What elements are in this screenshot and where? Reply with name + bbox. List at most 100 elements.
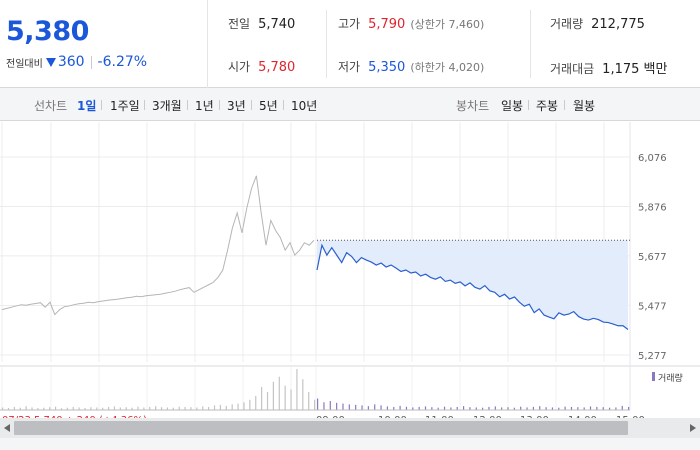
volume-bar-previous-day xyxy=(137,406,139,410)
prev-day-summary-label: 07/23 5,740 ▲ 240 (+4.36%) xyxy=(2,415,147,418)
volume-bar-previous-day xyxy=(160,407,163,410)
volume-bar-previous-day xyxy=(196,407,198,410)
volume-bar-previous-day xyxy=(54,406,57,410)
volume-bar-previous-day xyxy=(237,403,239,410)
volume-bar-previous-day xyxy=(272,381,274,410)
volume-bar-previous-day xyxy=(284,385,286,410)
stats-divider xyxy=(326,10,327,78)
volume-bar-today xyxy=(570,406,573,410)
stat-value: 5,790 xyxy=(368,17,406,32)
current-price: 5,380 xyxy=(6,16,89,47)
candle-tab-day[interactable]: 일봉 xyxy=(501,99,524,113)
x-tick-label: 13:00 xyxy=(520,415,549,418)
period-tab-1w[interactable]: 1주일 xyxy=(110,99,140,113)
volume-bar-previous-day xyxy=(243,402,245,410)
stat-high: 고가 5,790 (상한가 7,460) xyxy=(338,15,484,32)
down-arrow-icon xyxy=(45,57,56,67)
volume-bar-today xyxy=(342,403,344,410)
toolbar-separator xyxy=(283,100,284,110)
volume-bar-previous-day xyxy=(37,407,39,410)
stat-trade-amount: 거래대금 1,175 백만 xyxy=(550,58,667,77)
volume-bar-previous-day xyxy=(261,386,263,410)
current-price-box: 5,380 전일대비 360 -6.27% xyxy=(0,0,208,88)
quote-panel: 5,380 전일대비 360 -6.27% 전일 5,740 고가 5,790 … xyxy=(0,0,700,88)
scroll-right-arrow-icon[interactable] xyxy=(690,424,696,432)
volume-bar-previous-day xyxy=(190,407,192,410)
volume-bar-previous-day xyxy=(302,379,304,410)
series-line-today xyxy=(316,243,629,330)
change-label: 전일대비 xyxy=(6,58,43,70)
volume-bar-previous-day xyxy=(7,407,10,410)
volume-bar-today xyxy=(412,407,414,410)
x-tick-label: 10:00 xyxy=(378,415,407,418)
candle-tab-month[interactable]: 월봉 xyxy=(573,99,596,113)
volume-bar-previous-day xyxy=(308,392,310,410)
volume-bar-today xyxy=(494,406,496,410)
volume-bar-previous-day xyxy=(249,399,251,410)
x-tick-label: 09:00 xyxy=(316,415,345,418)
volume-bar-today xyxy=(437,407,439,410)
volume-bar-previous-day xyxy=(31,407,33,410)
volume-bar-previous-day xyxy=(96,407,98,410)
volume-bar-previous-day xyxy=(178,406,180,410)
volume-bar-today xyxy=(443,406,446,410)
volume-bar-previous-day xyxy=(255,395,257,410)
volume-bar-today xyxy=(462,406,465,410)
stat-sub: (하한가 4,020) xyxy=(410,61,485,74)
stat-label: 거래량 xyxy=(550,17,584,31)
volume-bar-previous-day xyxy=(84,407,86,410)
volume-bar-today xyxy=(501,407,503,410)
toolbar-separator xyxy=(564,100,565,110)
y-tick-label: 5,277 xyxy=(638,351,667,362)
y-tick-label: 5,677 xyxy=(638,252,667,263)
toolbar-separator xyxy=(187,100,188,110)
volume-bar-today xyxy=(532,406,534,410)
period-tab-10y[interactable]: 10년 xyxy=(291,99,318,113)
volume-bar-today xyxy=(317,398,319,410)
volume-bar-previous-day xyxy=(266,392,269,410)
stat-low: 저가 5,350 (하한가 4,020) xyxy=(338,58,484,75)
volume-bar-previous-day xyxy=(66,407,68,410)
volume-bar-previous-day xyxy=(25,406,27,410)
volume-bar-previous-day xyxy=(219,404,222,410)
stat-value: 5,780 xyxy=(258,60,296,75)
toolbar-separator xyxy=(144,100,145,110)
volume-bar-previous-day xyxy=(107,406,110,410)
volume-bar-today xyxy=(615,407,617,410)
volume-bar-today xyxy=(424,406,427,410)
series-line-previous-day xyxy=(1,175,315,316)
volume-bar-previous-day xyxy=(43,407,45,410)
volume-bar-previous-day xyxy=(225,405,227,410)
period-tab-3m[interactable]: 3개월 xyxy=(152,99,182,113)
stat-sub: (상한가 7,460) xyxy=(410,18,485,31)
scrollbar-thumb[interactable] xyxy=(14,421,628,435)
scroll-left-arrow-icon[interactable] xyxy=(4,424,10,432)
period-tab-1y[interactable]: 1년 xyxy=(195,99,214,113)
period-tab-5y[interactable]: 5년 xyxy=(259,99,278,113)
toolbar-separator xyxy=(219,100,220,110)
price-chart: 6,076 5,876 5,677 5,477 5,277 거래량 09:00 10:00 11… xyxy=(0,122,700,418)
volume-bar-previous-day xyxy=(202,406,204,410)
volume-bar-today xyxy=(348,404,350,410)
y-tick-label: 5,876 xyxy=(638,203,667,214)
stat-label: 시가 xyxy=(228,60,251,74)
volume-bar-previous-day xyxy=(278,376,280,410)
volume-bar-previous-day xyxy=(72,406,74,410)
volume-bar-today xyxy=(545,407,547,410)
volume-bar-today xyxy=(520,406,522,410)
stat-prev-close: 전일 5,740 xyxy=(228,15,295,32)
candle-tab-week[interactable]: 주봉 xyxy=(536,99,559,113)
volume-bar-previous-day xyxy=(155,406,157,410)
volume-bar-previous-day xyxy=(113,406,116,410)
volume-legend-swatch xyxy=(652,372,655,381)
volume-bar-today xyxy=(596,406,598,410)
volume-bar-previous-day xyxy=(78,407,80,410)
stat-label: 전일 xyxy=(228,17,251,31)
bottom-strip xyxy=(0,438,700,450)
stat-label: 저가 xyxy=(338,60,361,74)
chart-scrollbar[interactable] xyxy=(0,418,700,438)
period-tab-3y[interactable]: 3년 xyxy=(227,99,246,113)
volume-bar-today xyxy=(418,406,420,410)
volume-bar-previous-day xyxy=(231,404,233,410)
period-tab-1d[interactable]: 1일 xyxy=(77,99,97,113)
